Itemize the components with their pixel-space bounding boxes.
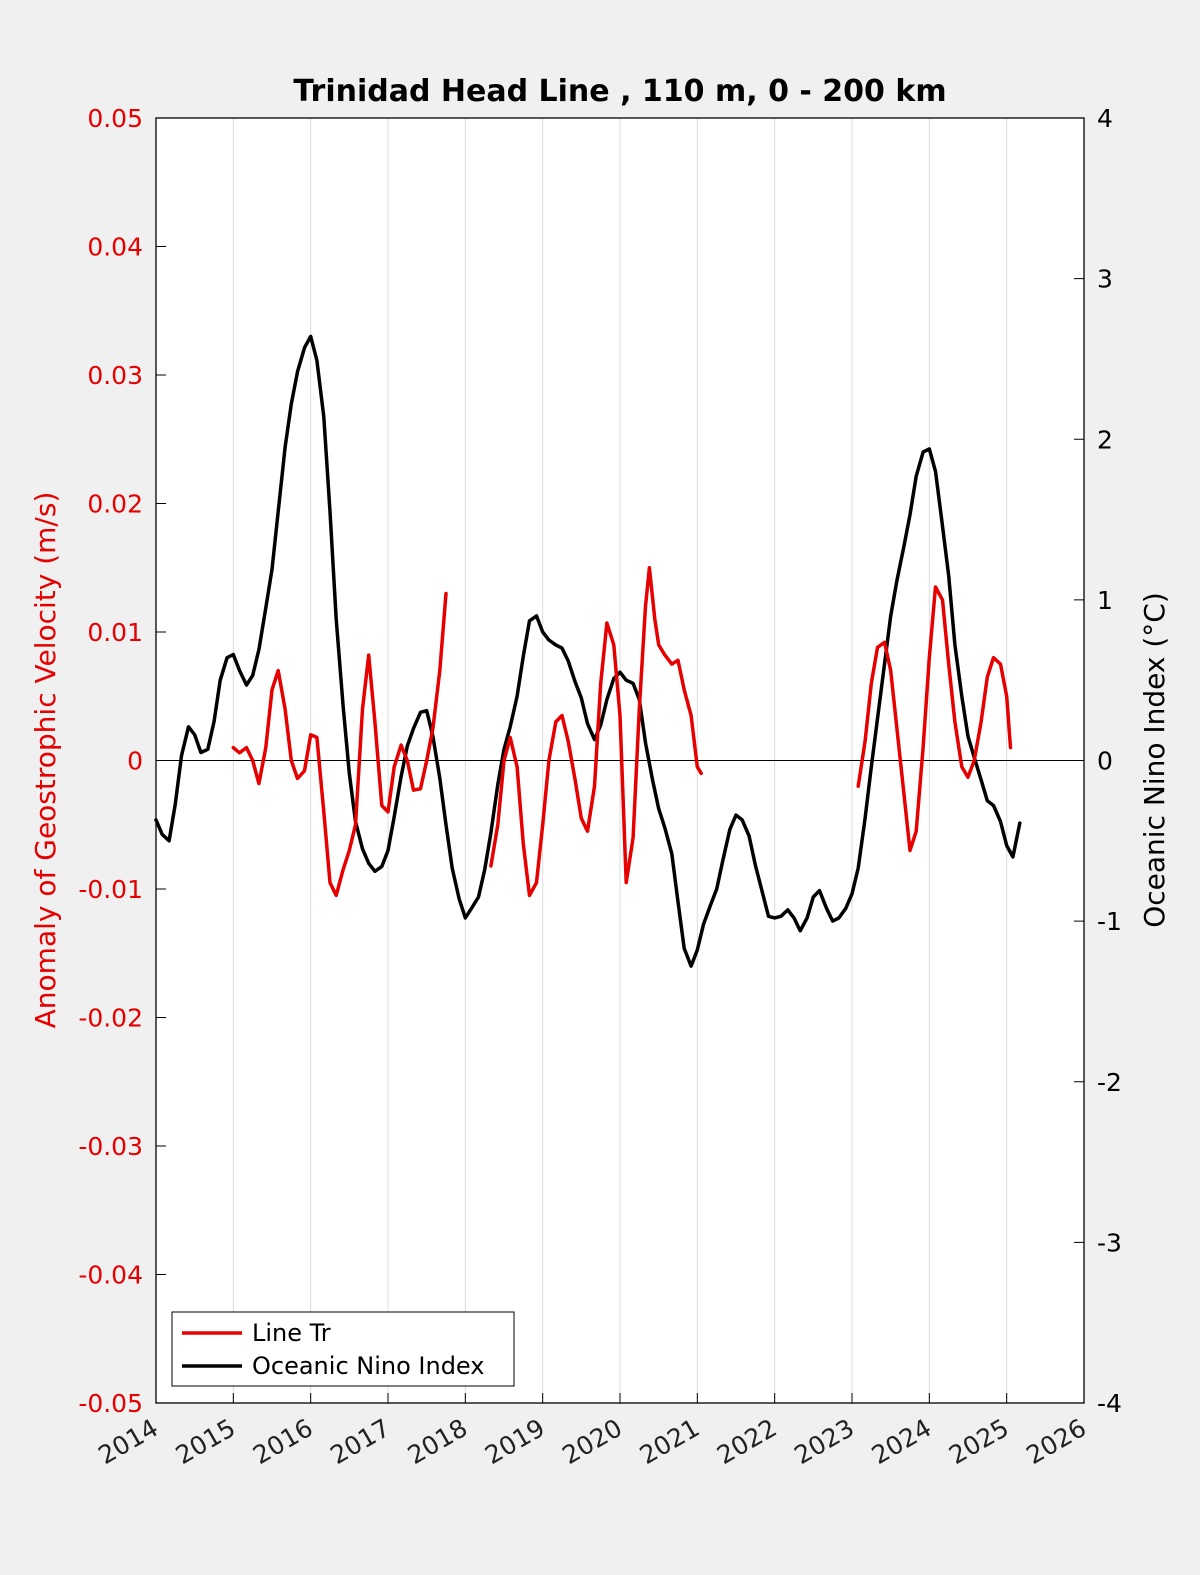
series-layer xyxy=(154,334,1022,968)
series-line-line-tr xyxy=(856,585,1013,853)
right-y-tick-label: 1 xyxy=(1097,586,1113,615)
right-axis-title: Oceanic Nino Index (°C) xyxy=(1138,592,1171,928)
series-line-oceanic-nino-index xyxy=(154,334,1022,968)
right-y-tick-label: -2 xyxy=(1097,1068,1122,1097)
right-y-tick-label: 2 xyxy=(1097,425,1113,454)
right-y-tick-label: 0 xyxy=(1097,747,1113,776)
left-y-tick-label: 0.01 xyxy=(87,618,143,647)
legend-label-oni: Oceanic Nino Index xyxy=(252,1352,484,1380)
right-y-tick-label: -1 xyxy=(1097,907,1122,936)
left-y-tick-label: -0.02 xyxy=(78,1004,143,1033)
chart-title: Trinidad Head Line , 110 m, 0 - 200 km xyxy=(293,74,946,109)
left-y-tick-label: -0.04 xyxy=(78,1261,143,1290)
series-line-line-tr xyxy=(489,566,703,898)
right-y-tick-label: 4 xyxy=(1097,104,1113,133)
legend-label-line-tr: Line Tr xyxy=(252,1319,331,1347)
left-y-tick-label: -0.05 xyxy=(78,1389,143,1418)
left-y-tick-label: 0.03 xyxy=(87,361,143,390)
right-y-tick-label: 3 xyxy=(1097,265,1113,294)
right-y-tick-label: -4 xyxy=(1097,1389,1122,1418)
left-axis-title: Anomaly of Geostrophic Velocity (m/s) xyxy=(29,492,62,1029)
left-y-tick-label: 0 xyxy=(127,747,143,776)
left-y-tick-label: 0.04 xyxy=(87,233,143,262)
left-y-tick-label: -0.03 xyxy=(78,1132,143,1161)
legend: Line Tr Oceanic Nino Index xyxy=(171,1311,515,1387)
series-line-line-tr xyxy=(231,591,448,898)
legend-box xyxy=(171,1311,515,1387)
left-y-tick-label: 0.05 xyxy=(87,104,143,133)
left-y-tick-label: 0.02 xyxy=(87,490,143,519)
right-y-tick-label: -3 xyxy=(1097,1228,1122,1257)
left-y-tick-label: -0.01 xyxy=(78,875,143,904)
